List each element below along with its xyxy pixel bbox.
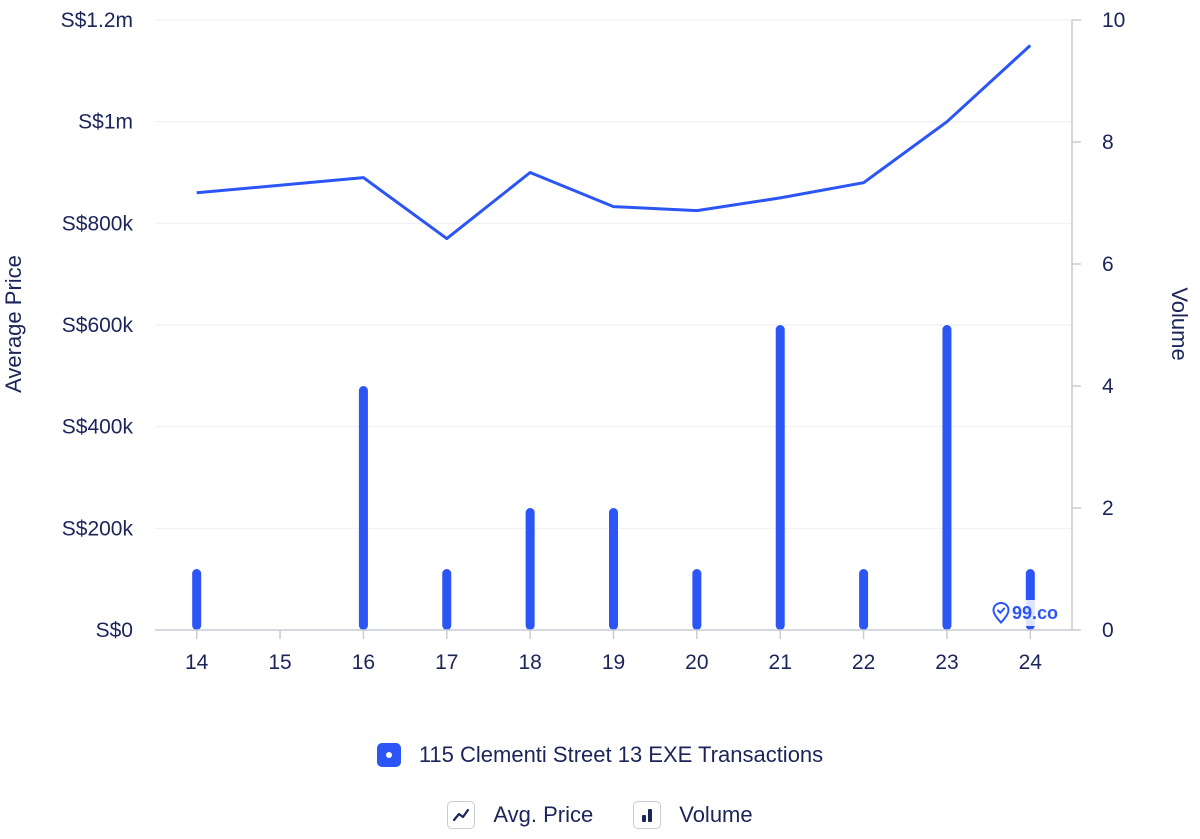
- left-tick-label: S$1.2m: [61, 9, 133, 32]
- volume-bars: [192, 325, 1035, 630]
- right-tick-label: 2: [1102, 497, 1114, 520]
- left-tick-label: S$800k: [62, 212, 134, 235]
- right-axis-title: Volume: [1167, 287, 1192, 360]
- x-tick-label: 15: [268, 651, 291, 674]
- x-tick-label: 19: [602, 651, 625, 674]
- volume-bar: [609, 508, 618, 630]
- watermark-text: 99.co: [1012, 602, 1059, 623]
- right-tick-label: 10: [1102, 9, 1125, 32]
- x-tick-label: 24: [1019, 651, 1043, 674]
- left-axis-ticks: S$0 S$200k S$400k S$600k S$800k S$1m S$1.2m: [61, 9, 134, 642]
- volume-bar: [859, 569, 869, 630]
- chart-type-legend: Avg. Price Volume: [0, 798, 1200, 832]
- volume-bar: [442, 569, 452, 630]
- x-tick-label: 16: [352, 651, 375, 674]
- grid-lines: [155, 19, 1072, 529]
- legend-volume[interactable]: Volume: [633, 801, 753, 829]
- left-tick-label: S$0: [96, 619, 133, 642]
- right-tick-label: 6: [1102, 253, 1114, 276]
- legend-avg-price[interactable]: Avg. Price: [447, 801, 593, 829]
- x-tick-label: 18: [518, 651, 541, 674]
- x-axis-ticks: 14 15 16 17 18 19 20 21 22 23 24: [185, 630, 1042, 674]
- left-tick-label: S$200k: [62, 517, 134, 540]
- left-tick-label: S$600k: [62, 314, 134, 337]
- combo-chart: 14 15 16 17 18 19 20 21 22 23 24 S$0S$200kS$400kS$…: [1, 9, 1192, 674]
- legend-volume-label[interactable]: Volume: [679, 802, 753, 827]
- right-tick-label: 8: [1102, 131, 1114, 154]
- legend-avg-price-label[interactable]: Avg. Price: [493, 802, 594, 827]
- x-tick-label: 20: [685, 651, 708, 674]
- x-tick-label: 14: [185, 651, 209, 674]
- volume-bar: [192, 569, 202, 630]
- series-legend[interactable]: 115 Clementi Street 13 EXE Transactions: [0, 738, 1200, 772]
- map-pin-icon: [992, 602, 1010, 624]
- right-tick-label: 4: [1102, 375, 1114, 398]
- volume-bar: [358, 386, 368, 630]
- series-legend-label[interactable]: 115 Clementi Street 13 EXE Transactions: [418, 742, 824, 767]
- watermark-logo: 99.co: [988, 600, 1063, 626]
- right-tick-label: 0: [1102, 619, 1114, 642]
- x-tick-label: 17: [435, 651, 458, 674]
- bar-chart-icon[interactable]: [633, 801, 662, 829]
- right-axis-ticks: 0 2 4 6 8 10: [1072, 9, 1125, 642]
- series-swatch-icon[interactable]: [376, 743, 401, 767]
- volume-bar: [525, 508, 535, 630]
- x-tick-label: 21: [769, 651, 792, 674]
- volume-bar: [942, 325, 952, 630]
- x-tick-label: 22: [852, 651, 875, 674]
- x-tick-label: 23: [935, 651, 958, 674]
- left-axis-title: Average Price: [1, 255, 26, 393]
- line-chart-icon[interactable]: [447, 801, 476, 829]
- left-tick-label: S$400k: [62, 416, 134, 439]
- volume-bar: [775, 325, 785, 630]
- left-tick-label: S$1m: [78, 111, 133, 134]
- avg-price-line: [196, 44, 1032, 241]
- volume-bar: [692, 569, 702, 630]
